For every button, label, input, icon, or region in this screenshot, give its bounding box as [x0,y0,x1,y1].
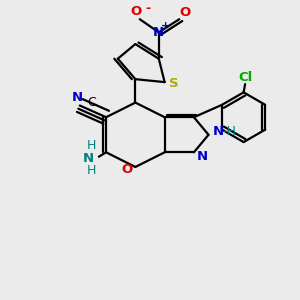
Text: S: S [169,77,178,90]
Text: O: O [130,5,142,18]
Text: -: - [146,2,151,15]
Text: N: N [71,91,82,104]
Text: Cl: Cl [238,71,252,84]
Text: O: O [122,163,133,176]
Text: N: N [83,152,94,165]
Text: N: N [212,125,224,138]
Text: H: H [87,164,96,177]
Text: N: N [153,26,164,39]
Text: N: N [196,150,208,163]
Text: H: H [87,140,96,152]
Text: +: + [160,21,170,31]
Text: O: O [179,6,191,19]
Text: -H: -H [223,125,236,138]
Text: C: C [87,96,96,109]
